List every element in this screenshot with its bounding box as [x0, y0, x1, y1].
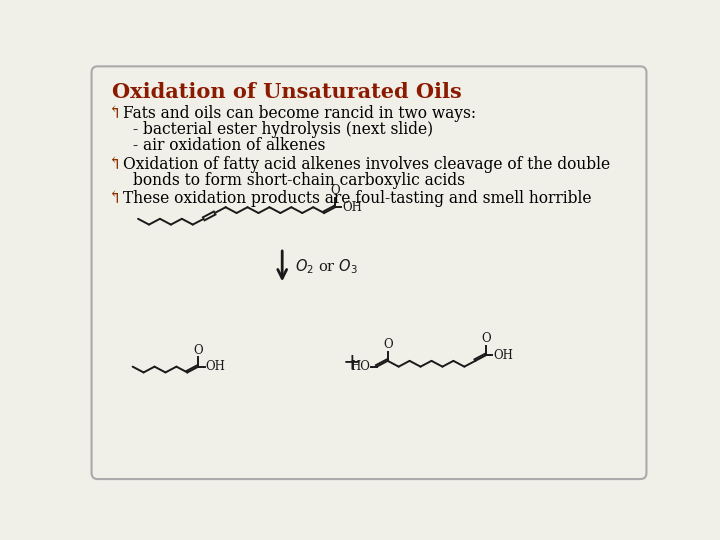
Text: OH: OH [342, 201, 362, 214]
Text: Fats and oils can become rancid in two ways:: Fats and oils can become rancid in two w… [122, 105, 476, 122]
Text: ↰: ↰ [107, 190, 121, 207]
Text: ↰: ↰ [107, 105, 121, 122]
FancyBboxPatch shape [91, 66, 647, 479]
Text: Oxidation of fatty acid alkenes involves cleavage of the double: Oxidation of fatty acid alkenes involves… [122, 156, 610, 173]
Text: O: O [194, 343, 203, 356]
Text: O: O [482, 332, 491, 345]
Text: $O_2$ or $O_3$: $O_2$ or $O_3$ [295, 257, 358, 276]
Text: OH: OH [493, 349, 513, 362]
Text: O: O [383, 338, 392, 351]
Text: Oxidation of Unsaturated Oils: Oxidation of Unsaturated Oils [112, 82, 462, 102]
Text: ↰: ↰ [107, 156, 121, 173]
Text: bonds to form short-chain carboxylic acids: bonds to form short-chain carboxylic aci… [132, 172, 464, 189]
Text: +: + [343, 352, 361, 374]
Text: - air oxidation of alkenes: - air oxidation of alkenes [132, 137, 325, 154]
Text: HO: HO [350, 360, 370, 373]
Text: - bacterial ester hydrolysis (next slide): - bacterial ester hydrolysis (next slide… [132, 121, 433, 138]
Text: OH: OH [205, 360, 225, 373]
Text: These oxidation products are foul-tasting and smell horrible: These oxidation products are foul-tastin… [122, 190, 591, 207]
Text: O: O [330, 184, 340, 197]
